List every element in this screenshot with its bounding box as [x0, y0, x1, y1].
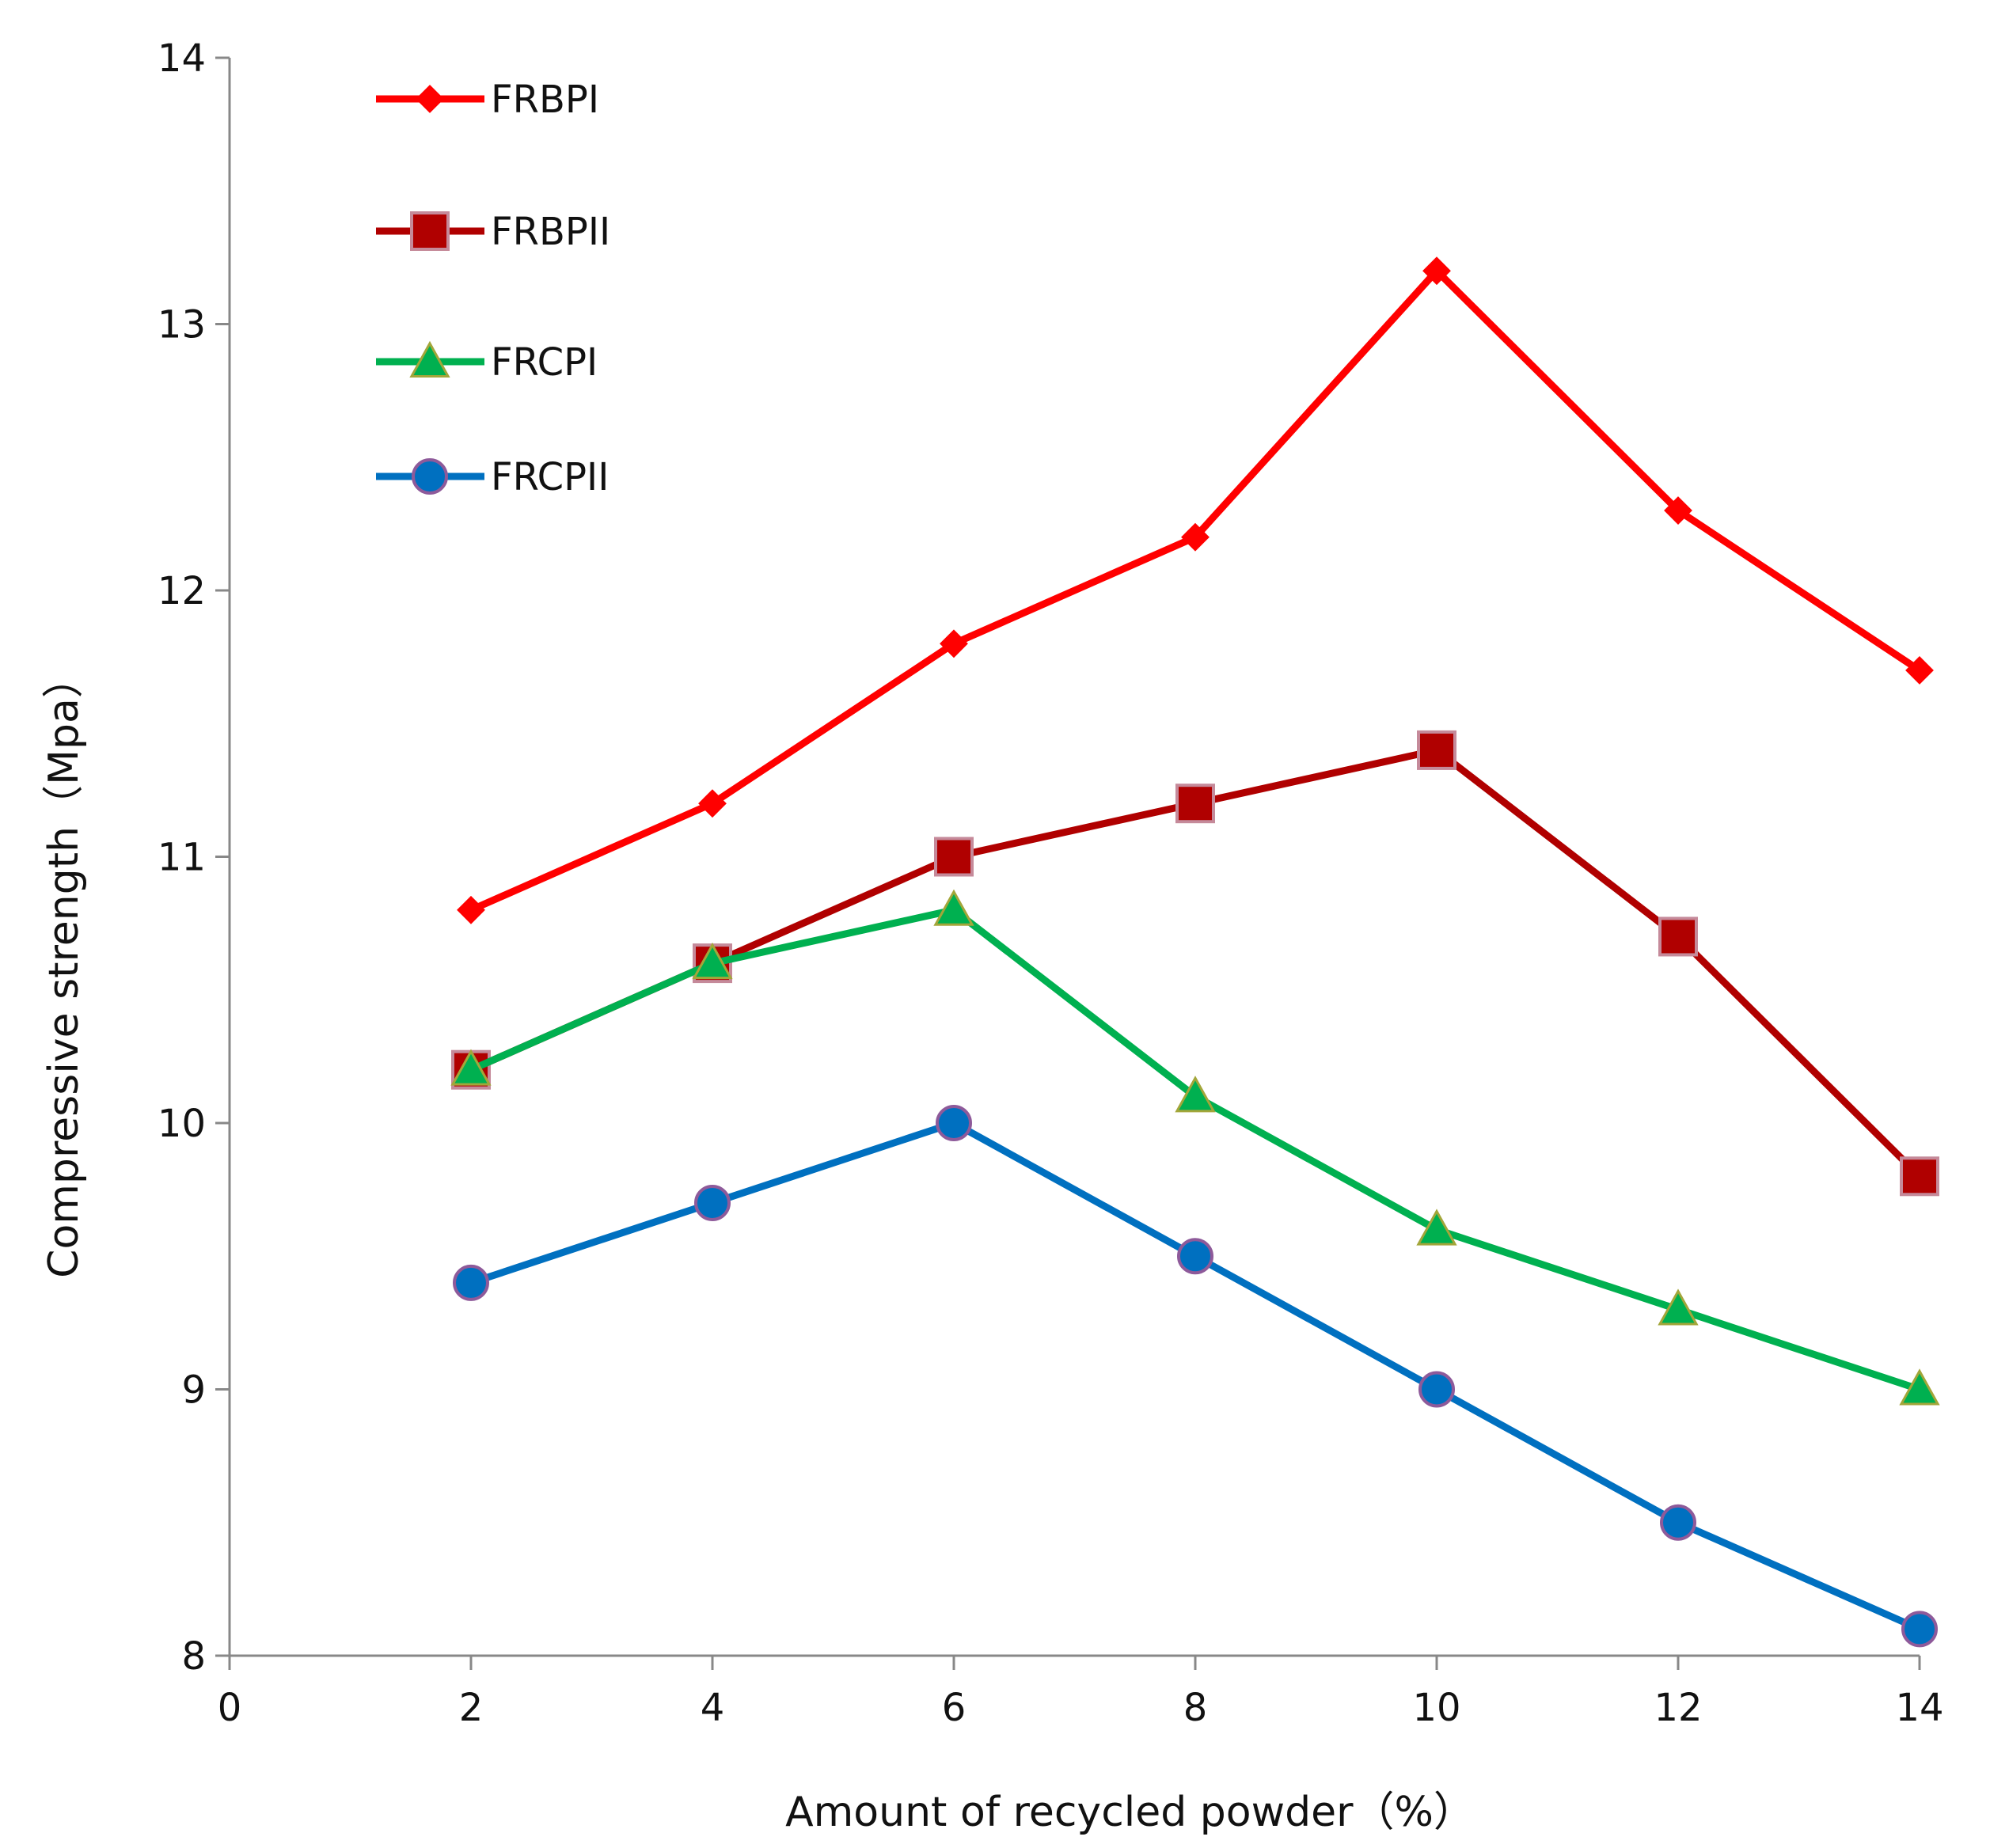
data-point-FRCPII — [1660, 1504, 1696, 1541]
data-point-FRCPI — [1175, 1076, 1216, 1113]
y-tick-label: 13 — [158, 303, 206, 347]
x-tick-label: 0 — [218, 1686, 242, 1730]
legend-marker-FRCPI — [409, 340, 450, 378]
x-tick-label: 14 — [1895, 1686, 1943, 1730]
legend-label: FRCPII — [491, 455, 609, 499]
legend-marker-FRBPI — [416, 85, 444, 113]
data-point-FRBPI — [1422, 256, 1451, 286]
data-point-FRCPII — [936, 1105, 972, 1141]
legend-label: FRBPI — [491, 78, 599, 122]
legend-marker-FRCPII — [412, 458, 448, 495]
legend-item-FRCPI: FRCPI — [376, 340, 598, 385]
y-tick-label: 9 — [181, 1368, 206, 1413]
data-point-FRCPII — [1901, 1611, 1938, 1648]
data-point-FRBPII — [1417, 730, 1456, 770]
y-tick-label: 12 — [158, 569, 206, 613]
x-tick-label: 12 — [1654, 1686, 1702, 1730]
x-tick-label: 6 — [942, 1686, 967, 1730]
data-point-FRBPI — [698, 789, 727, 818]
data-point-FRCPI — [933, 889, 974, 926]
y-tick-label: 8 — [181, 1634, 206, 1679]
data-point-FRCPI — [692, 942, 733, 980]
x-tick-label: 2 — [459, 1686, 484, 1730]
legend-marker-FRBPII — [410, 211, 450, 251]
data-point-FRCPII — [1177, 1238, 1213, 1275]
legend-item-FRCPII: FRCPII — [376, 455, 609, 499]
data-point-FRCPII — [1418, 1371, 1455, 1408]
x-tick-label: 4 — [701, 1686, 725, 1730]
y-tick-label: 11 — [158, 836, 206, 880]
legend-label: FRCPI — [491, 340, 598, 385]
series-FRBPI — [457, 256, 1934, 924]
x-tick-label: 10 — [1412, 1686, 1460, 1730]
data-point-FRBPII — [934, 837, 974, 877]
y-axis-title: Compressive strength（Mpa） — [40, 657, 88, 1278]
data-point-FRBPI — [940, 629, 968, 658]
y-tick-label: 10 — [158, 1102, 206, 1146]
data-point-FRCPI — [1899, 1368, 1940, 1406]
series-line-FRCPII — [469, 1119, 1921, 1633]
data-point-FRBPII — [1175, 784, 1215, 824]
data-point-FRBPI — [1664, 496, 1692, 525]
data-point-FRCPII — [453, 1264, 489, 1301]
data-point-FRCPI — [450, 1049, 492, 1086]
x-tick-label: 8 — [1183, 1686, 1208, 1730]
x-axis-title: Amount of recycled powder（%） — [785, 1789, 1475, 1836]
series-FRCPII — [453, 1105, 1938, 1648]
series-FRBPII — [451, 730, 1939, 1197]
series-line-FRCPI — [469, 906, 1921, 1393]
y-tick-label: 14 — [158, 36, 206, 81]
series-layer — [450, 256, 1940, 1648]
data-point-FRBPI — [1905, 656, 1934, 685]
data-point-FRBPI — [457, 895, 485, 924]
data-point-FRCPI — [1658, 1288, 1699, 1326]
data-point-FRCPI — [1416, 1209, 1457, 1246]
data-point-FRCPII — [694, 1184, 731, 1221]
data-point-FRBPII — [1658, 916, 1698, 957]
data-point-FRBPI — [1181, 522, 1210, 552]
legend-item-FRBPI: FRBPI — [376, 78, 599, 122]
legend-item-FRBPII: FRBPII — [376, 210, 610, 254]
data-point-FRBPII — [1900, 1156, 1939, 1197]
axes: 8 9 10 11 12 13 14 0 2 4 6 8 10 12 14 — [158, 36, 1944, 1730]
legend: FRBPI FRBPII FRCPI FRCPII — [376, 78, 610, 499]
series-FRCPI — [450, 889, 1940, 1406]
legend-label: FRBPII — [491, 210, 610, 254]
